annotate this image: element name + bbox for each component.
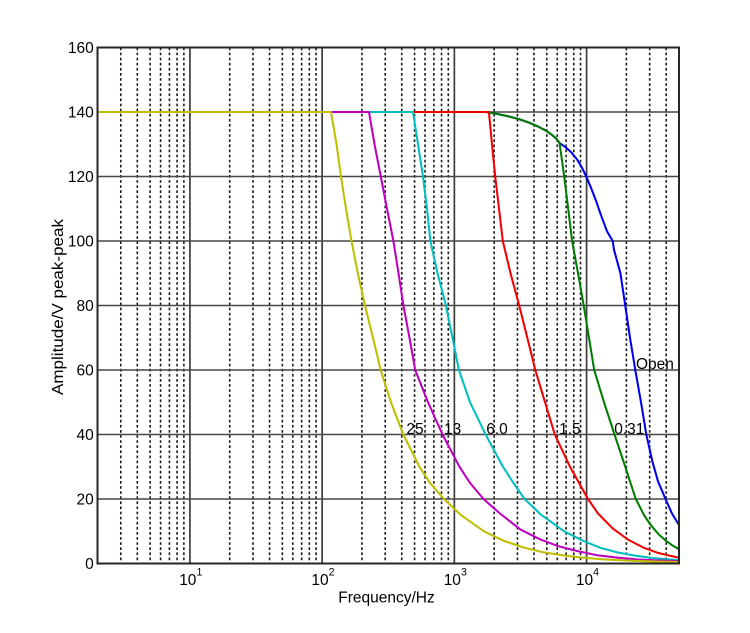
svg-text:120: 120 (68, 169, 94, 186)
svg-text:Amplitude/V peak-peak: Amplitude/V peak-peak (50, 219, 67, 395)
svg-text:0.31: 0.31 (614, 421, 644, 438)
svg-text:Frequency/Hz: Frequency/Hz (338, 589, 434, 606)
svg-text:60: 60 (77, 363, 95, 380)
svg-text:160: 160 (68, 40, 94, 57)
svg-text:Open: Open (636, 356, 674, 373)
svg-text:1.5: 1.5 (559, 421, 581, 438)
svg-text:25: 25 (406, 421, 423, 438)
svg-text:100: 100 (68, 234, 94, 251)
svg-text:0: 0 (85, 556, 94, 573)
svg-text:6.0: 6.0 (486, 421, 508, 438)
svg-text:40: 40 (77, 427, 95, 444)
svg-text:80: 80 (77, 298, 95, 315)
svg-text:20: 20 (77, 492, 95, 509)
svg-text:140: 140 (68, 105, 94, 122)
svg-text:13: 13 (444, 421, 461, 438)
